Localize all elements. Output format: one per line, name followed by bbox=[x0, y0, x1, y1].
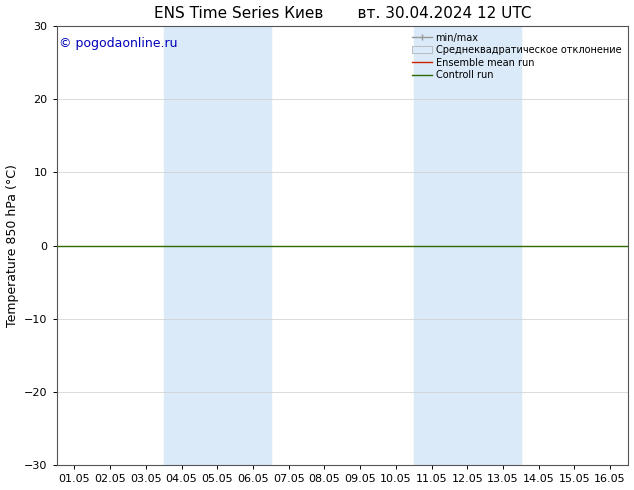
Text: © pogodaonline.ru: © pogodaonline.ru bbox=[60, 37, 178, 50]
Y-axis label: Temperature 850 hPa (°C): Temperature 850 hPa (°C) bbox=[6, 164, 18, 327]
Bar bbox=[414, 26, 521, 466]
Bar bbox=[164, 26, 271, 466]
Title: ENS Time Series Киев       вт. 30.04.2024 12 UTC: ENS Time Series Киев вт. 30.04.2024 12 U… bbox=[153, 5, 531, 21]
Legend: min/max, Среднеквадратическое отклонение, Ensemble mean run, Controll run: min/max, Среднеквадратическое отклонение… bbox=[410, 31, 623, 82]
